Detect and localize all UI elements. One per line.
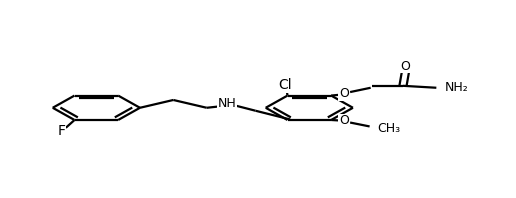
Text: CH₃: CH₃ xyxy=(377,122,400,135)
Text: O: O xyxy=(339,114,349,128)
Text: NH: NH xyxy=(218,97,236,110)
Text: Cl: Cl xyxy=(278,78,292,92)
Text: O: O xyxy=(400,60,411,73)
Text: F: F xyxy=(58,124,66,138)
Text: NH₂: NH₂ xyxy=(445,81,469,94)
Text: O: O xyxy=(339,87,349,100)
